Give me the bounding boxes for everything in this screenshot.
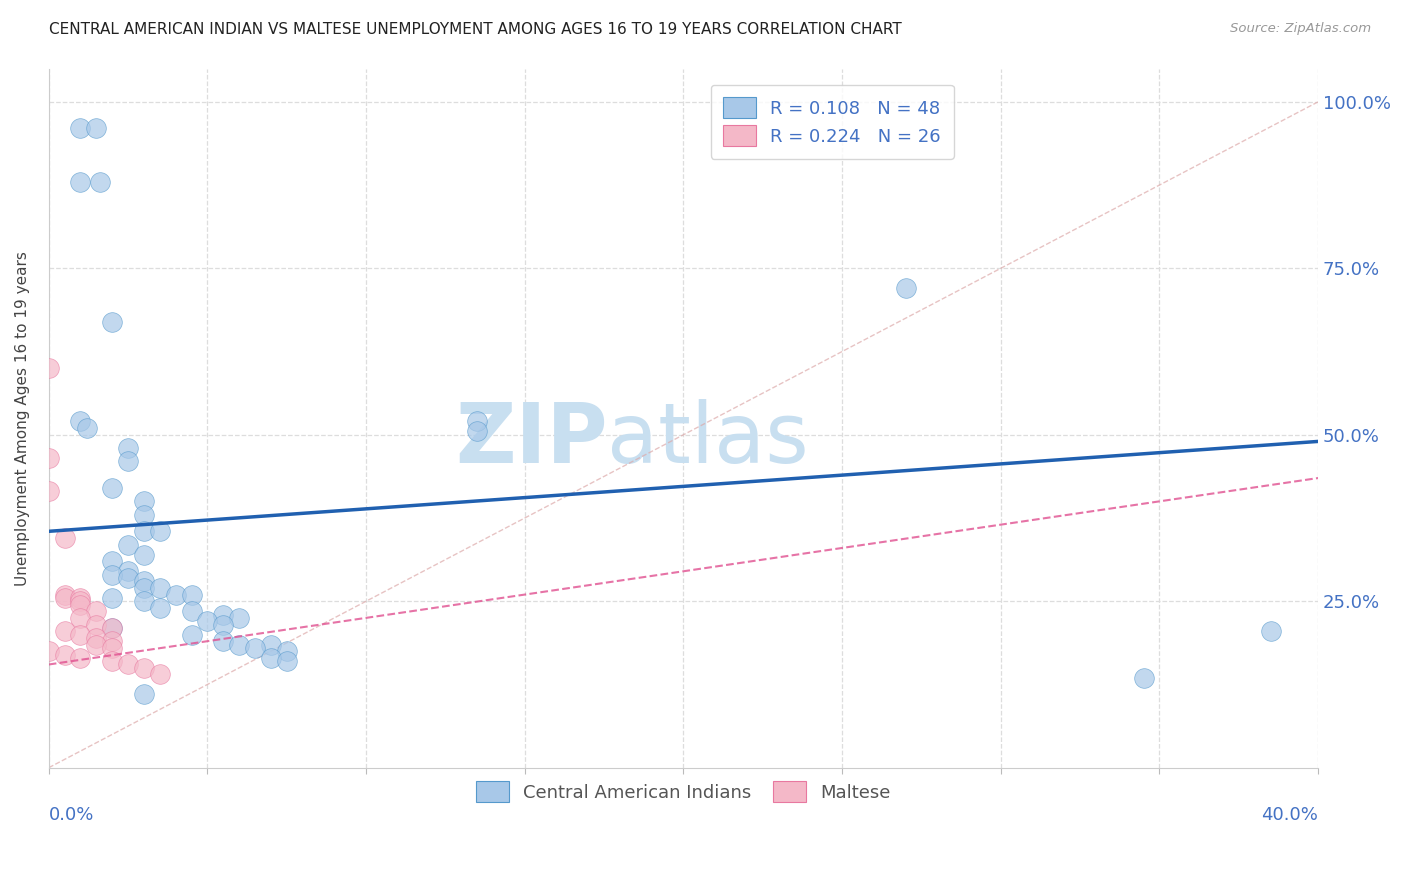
Point [212, 607, 235, 622]
Point [53, 531, 76, 545]
Point [276, 654, 298, 668]
Point [228, 611, 250, 625]
Text: atlas: atlas [607, 399, 808, 480]
Point [180, 588, 202, 602]
Point [69, 175, 91, 189]
Point [117, 454, 139, 468]
Point [132, 661, 155, 675]
Point [165, 588, 187, 602]
Point [38, 451, 60, 466]
Point [53, 591, 76, 605]
Point [260, 650, 283, 665]
Point [53, 588, 76, 602]
Point [101, 621, 124, 635]
Point [86, 638, 108, 652]
Point [69, 598, 91, 612]
Point [101, 621, 124, 635]
Point [465, 414, 488, 428]
Point [86, 121, 108, 136]
Text: ZIP: ZIP [454, 399, 607, 480]
Point [149, 581, 172, 595]
Point [101, 314, 124, 328]
Point [132, 581, 155, 595]
Point [276, 644, 298, 658]
Point [132, 494, 155, 508]
Point [86, 604, 108, 618]
Point [132, 594, 155, 608]
Point [212, 634, 235, 648]
Point [197, 614, 219, 628]
Text: CENTRAL AMERICAN INDIAN VS MALTESE UNEMPLOYMENT AMONG AGES 16 TO 19 YEARS CORREL: CENTRAL AMERICAN INDIAN VS MALTESE UNEMP… [49, 22, 903, 37]
Point [117, 571, 139, 585]
Point [894, 281, 917, 295]
Point [69, 627, 91, 641]
Point [132, 688, 155, 702]
Point [117, 657, 139, 672]
Point [38, 644, 60, 658]
Point [117, 441, 139, 455]
Point [101, 654, 124, 668]
Point [69, 650, 91, 665]
Point [86, 631, 108, 645]
Point [260, 638, 283, 652]
Point [53, 624, 76, 639]
Point [465, 425, 488, 439]
Text: Source: ZipAtlas.com: Source: ZipAtlas.com [1230, 22, 1371, 36]
Point [69, 591, 91, 605]
Point [101, 640, 124, 655]
Point [228, 638, 250, 652]
Point [1132, 671, 1154, 685]
Point [180, 604, 202, 618]
Point [69, 414, 91, 428]
Point [1260, 624, 1282, 639]
Point [132, 574, 155, 589]
Point [101, 554, 124, 568]
Point [180, 627, 202, 641]
Point [89, 175, 111, 189]
Y-axis label: Unemployment Among Ages 16 to 19 years: Unemployment Among Ages 16 to 19 years [15, 251, 30, 585]
Point [69, 121, 91, 136]
Point [101, 591, 124, 605]
Point [149, 600, 172, 615]
Point [117, 538, 139, 552]
Text: 40.0%: 40.0% [1261, 806, 1319, 824]
Point [69, 594, 91, 608]
Point [132, 524, 155, 539]
Text: 0.0%: 0.0% [49, 806, 94, 824]
Point [149, 524, 172, 539]
Legend: Central American Indians, Maltese: Central American Indians, Maltese [467, 772, 900, 811]
Point [86, 617, 108, 632]
Point [101, 634, 124, 648]
Point [212, 617, 235, 632]
Point [243, 640, 266, 655]
Point [149, 667, 172, 681]
Point [117, 564, 139, 578]
Point [101, 567, 124, 582]
Point [69, 611, 91, 625]
Point [76, 421, 98, 435]
Point [38, 361, 60, 376]
Point [53, 648, 76, 662]
Point [132, 508, 155, 522]
Point [132, 548, 155, 562]
Point [101, 481, 124, 495]
Point [38, 484, 60, 499]
